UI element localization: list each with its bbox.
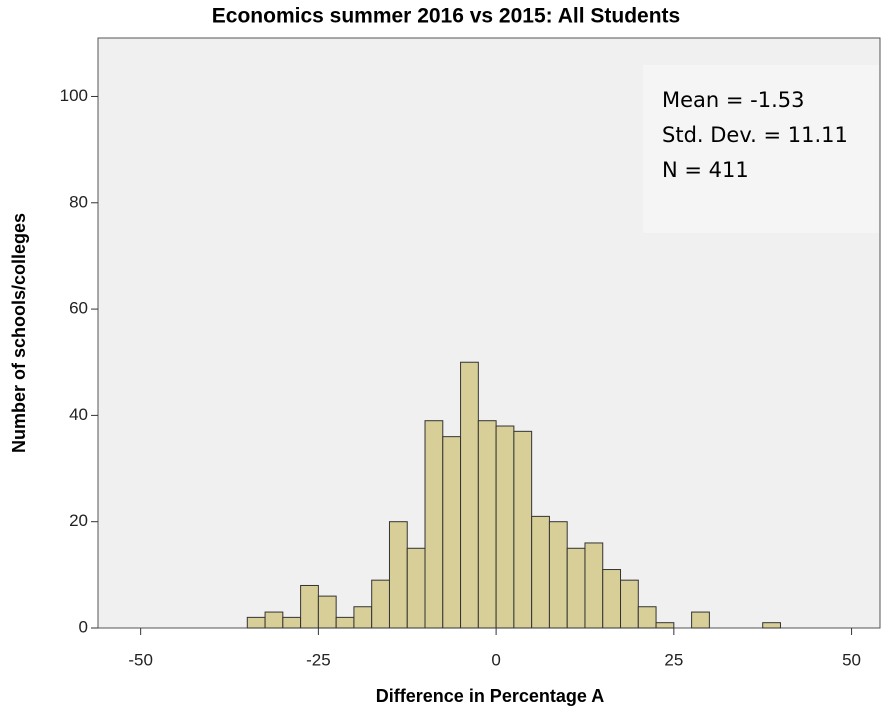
bar (566, 547, 586, 629)
y-tick-label: 0 (79, 617, 88, 636)
bar (264, 611, 284, 629)
bar (317, 595, 337, 629)
x-axis-label: Difference in Percentage A (376, 686, 604, 706)
x-tick-label: 50 (842, 650, 861, 669)
stat-sd: Std. Dev. = 11.11 (662, 123, 848, 147)
bar (335, 616, 355, 629)
x-tick-label: -25 (306, 650, 331, 669)
bar (460, 361, 479, 629)
bar (531, 515, 550, 629)
bar (637, 606, 657, 629)
x-tick-label: 25 (664, 650, 683, 669)
bar (442, 436, 462, 629)
x-tick-label: 0 (491, 650, 500, 669)
stat-mean: Mean = -1.53 (662, 88, 805, 112)
bar (762, 622, 781, 629)
chart-title: Economics summer 2016 vs 2015: All Stude… (212, 5, 680, 28)
bar (620, 579, 639, 629)
bar (655, 622, 675, 629)
bar (353, 606, 373, 629)
y-tick-label: 40 (69, 405, 88, 424)
bar (584, 542, 604, 629)
bar (495, 425, 515, 629)
bar (246, 616, 266, 629)
bar (424, 420, 444, 629)
y-tick-label: 20 (69, 511, 88, 530)
stats-box (643, 65, 879, 233)
bar (282, 616, 302, 629)
bar (300, 584, 319, 629)
bar (602, 569, 622, 629)
bar (477, 420, 497, 629)
bar (371, 579, 390, 629)
y-tick-label: 80 (69, 192, 88, 211)
y-tick-label: 100 (60, 86, 88, 105)
bar (548, 521, 568, 629)
bar (691, 611, 710, 629)
bar (513, 430, 533, 629)
bar (388, 521, 408, 629)
x-tick-label: -50 (128, 650, 153, 669)
y-tick-label: 60 (69, 299, 88, 318)
bar (406, 547, 426, 629)
y-axis-label: Number of schools/colleges (9, 213, 29, 453)
stat-n: N = 411 (662, 158, 749, 182)
